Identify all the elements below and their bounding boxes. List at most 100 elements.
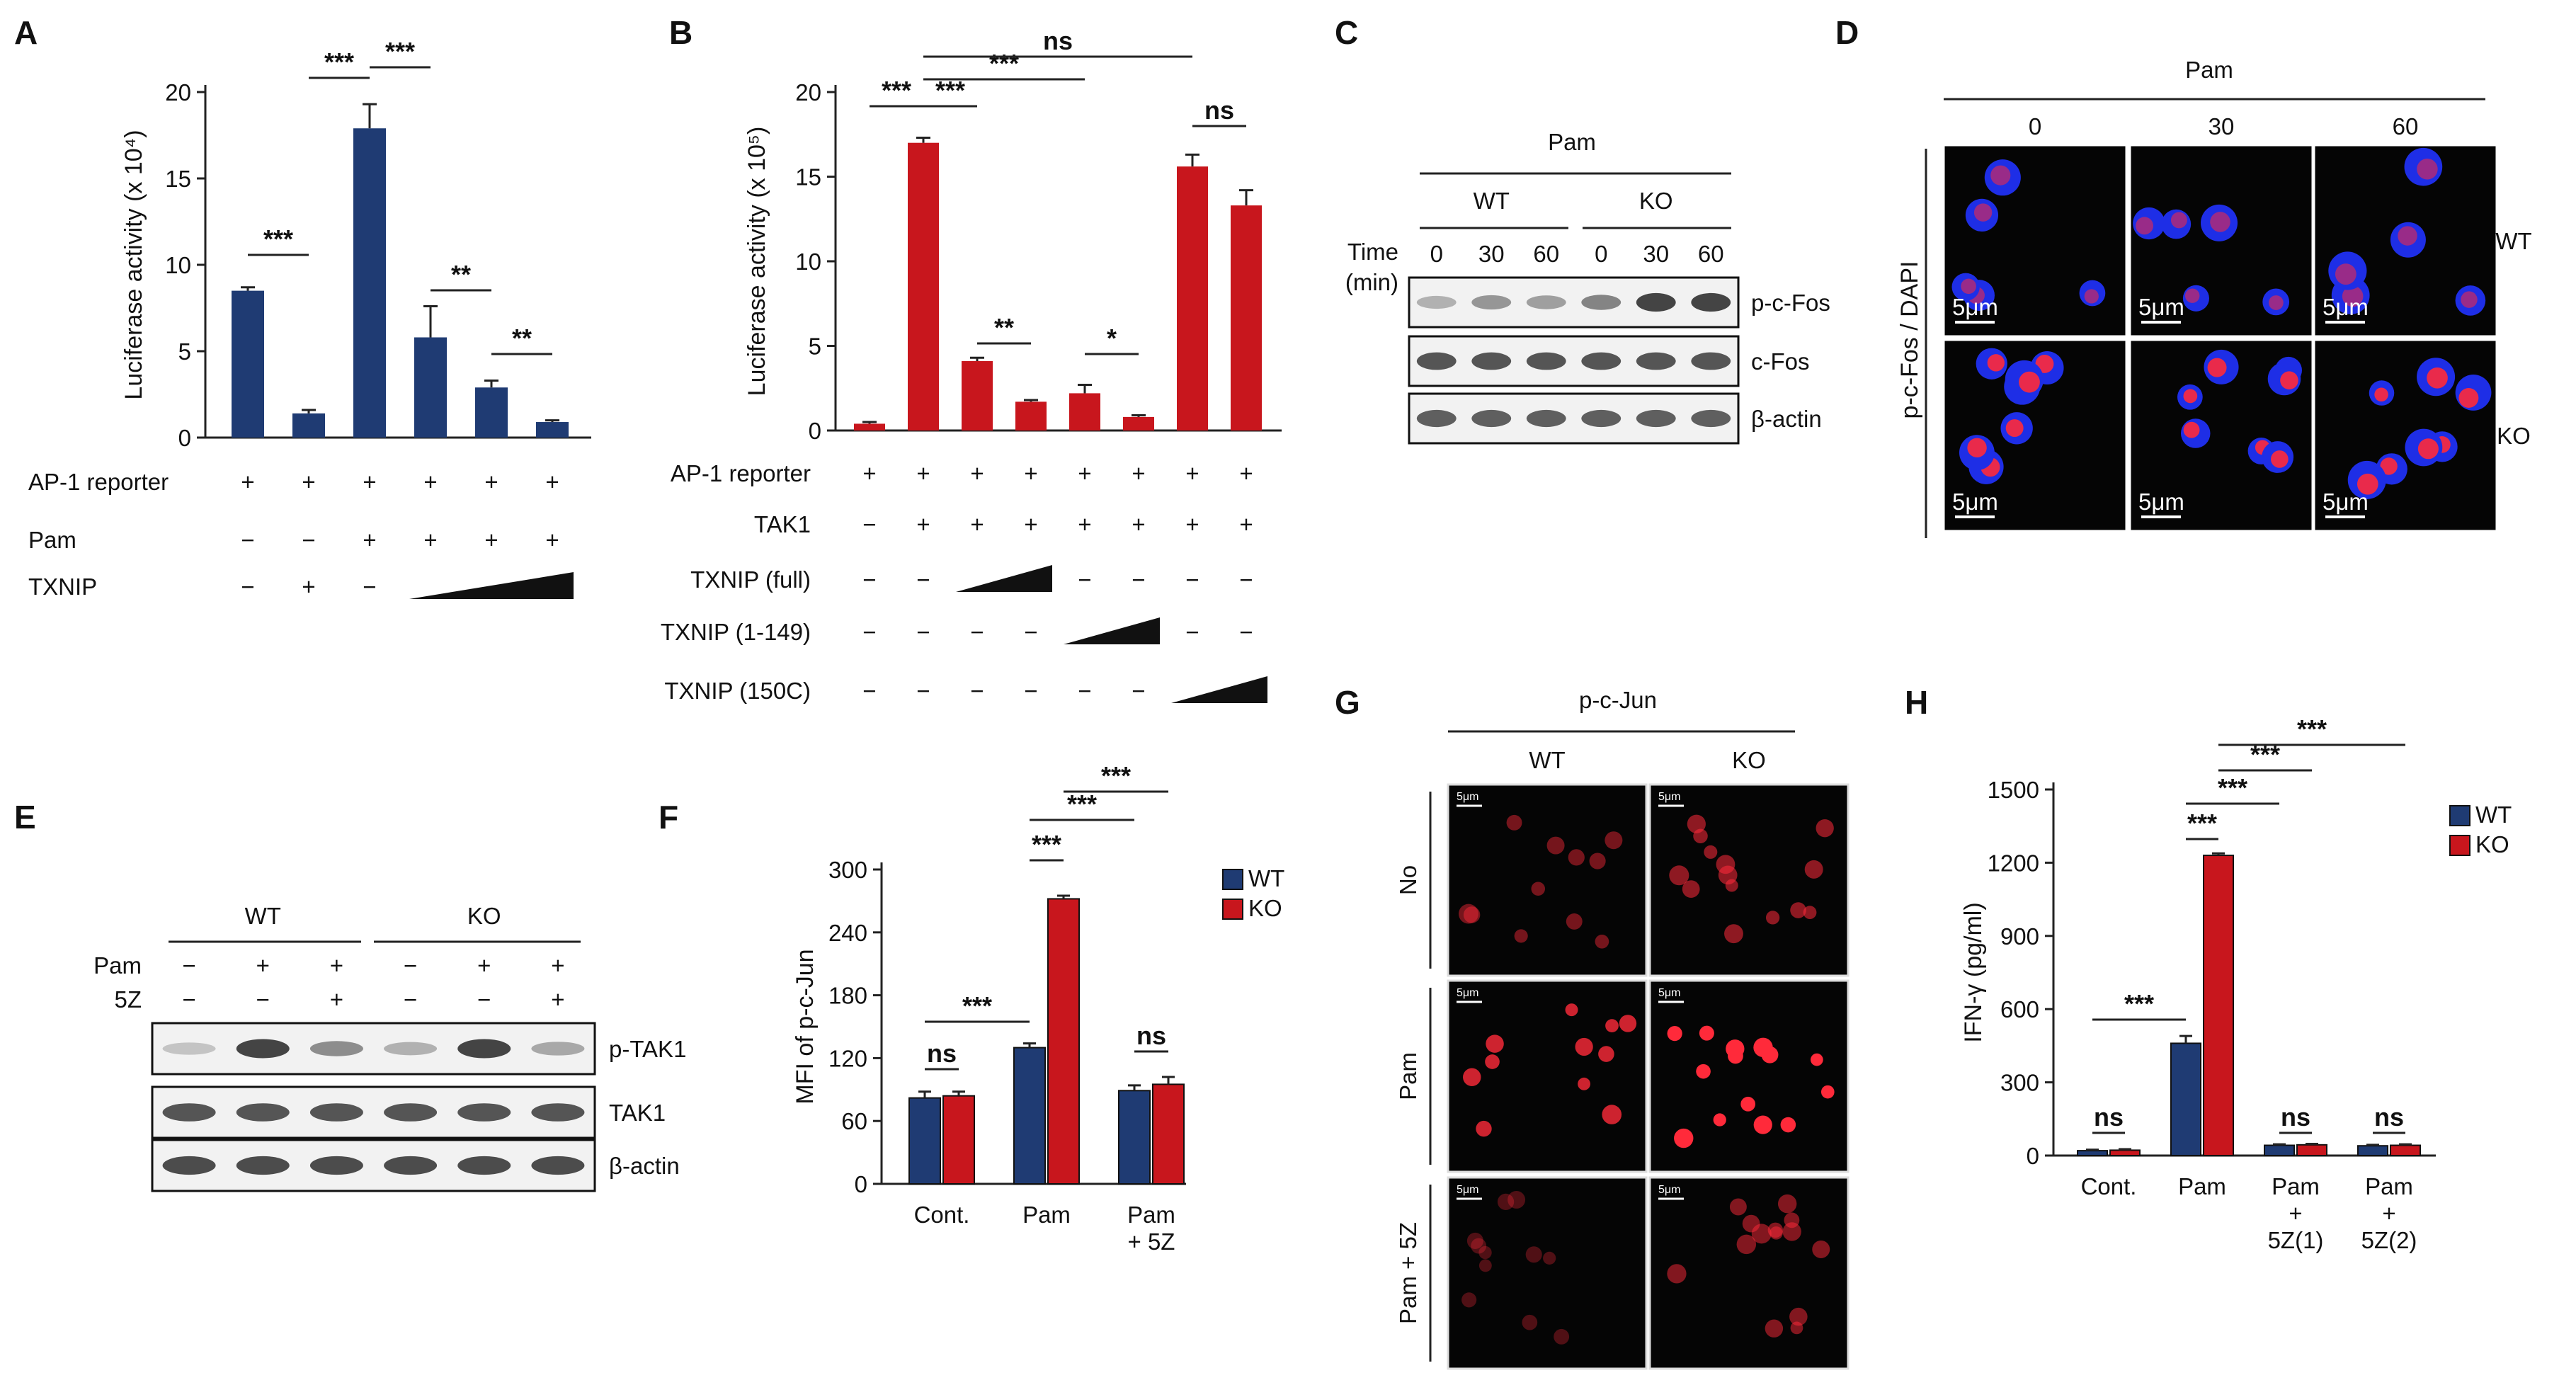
category-label-line: 5Z(1) bbox=[2268, 1227, 2324, 1253]
red-signal bbox=[2170, 212, 2187, 229]
panel-label-b: B bbox=[669, 14, 693, 51]
scale-bar-label: 5μm bbox=[2138, 489, 2184, 515]
y-tick-label: 5 bbox=[178, 338, 191, 365]
bar bbox=[962, 361, 993, 430]
blot-label: TAK1 bbox=[609, 1100, 666, 1126]
scale-bar-label: 5μm bbox=[1457, 987, 1478, 999]
wt-bar bbox=[2077, 1150, 2108, 1157]
blot-band bbox=[236, 1103, 290, 1122]
condition-label: 5Z bbox=[114, 986, 142, 1013]
condition-mark: − bbox=[1239, 566, 1253, 593]
red-signal bbox=[1682, 880, 1700, 898]
panel-d-microscopy: Pam 0 30 60 p-c-Fos / DAPI 5μm 5μm 5μm WT 5μm 5μm 5… bbox=[1896, 57, 2532, 538]
significance-label: *** bbox=[2218, 773, 2247, 802]
category-label-line: + bbox=[2382, 1200, 2395, 1226]
red-signal bbox=[2268, 295, 2284, 310]
condition-mark: − bbox=[1024, 678, 1037, 704]
red-signal bbox=[1696, 1064, 1711, 1079]
condition-mark: + bbox=[484, 527, 498, 553]
y-axis-label: IFN-γ (pg/ml) bbox=[1960, 902, 1987, 1042]
blot-label: β-actin bbox=[609, 1153, 680, 1179]
y-tick-label: 900 bbox=[2000, 923, 2039, 950]
blot-band bbox=[1691, 352, 1731, 370]
category-label-line: Cont. bbox=[914, 1202, 970, 1228]
red-signal bbox=[1476, 1120, 1492, 1137]
concentration-wedge bbox=[956, 565, 1052, 592]
legend-swatch bbox=[1222, 899, 1243, 920]
legend-swatch bbox=[2449, 835, 2470, 856]
scale-bar-label: 5μm bbox=[2323, 489, 2369, 515]
red-signal bbox=[1605, 1019, 1619, 1032]
ko-bar bbox=[2296, 1144, 2327, 1157]
red-signal bbox=[1602, 1105, 1622, 1124]
side-label: p-c-Fos / DAPI bbox=[1896, 261, 1923, 419]
red-signal bbox=[1724, 924, 1743, 944]
panel-label-g: G bbox=[1335, 684, 1360, 721]
y-tick-label: 0 bbox=[855, 1171, 867, 1197]
red-signal bbox=[1777, 1194, 1797, 1214]
blot-band bbox=[457, 1156, 511, 1175]
category-label-line: Pam bbox=[2272, 1173, 2320, 1199]
blot-band bbox=[531, 1042, 585, 1056]
y-tick-label: 0 bbox=[2027, 1143, 2039, 1169]
condition-label: Pam bbox=[93, 952, 142, 979]
scale-bar-label: 5μm bbox=[1457, 1184, 1478, 1196]
blot-band bbox=[162, 1103, 216, 1122]
time-point: 60 bbox=[1533, 241, 1559, 267]
y-axis-label: Luciferase activity (x 10⁴) bbox=[120, 130, 147, 399]
condition-mark: − bbox=[1185, 566, 1199, 593]
red-signal bbox=[1674, 1128, 1694, 1148]
y-tick-label: 600 bbox=[2000, 996, 2039, 1022]
panel-label-d: D bbox=[1835, 14, 1859, 51]
condition-mark: − bbox=[916, 566, 930, 593]
significance-label: ns bbox=[1136, 1021, 1166, 1050]
significance-label: ns bbox=[1204, 96, 1234, 125]
condition-mark: − bbox=[302, 527, 315, 553]
red-signal bbox=[1605, 831, 1623, 850]
time-label-unit: (min) bbox=[1345, 269, 1398, 295]
significance-label: *** bbox=[2124, 989, 2154, 1018]
blot-frame bbox=[151, 1085, 596, 1139]
row-label: Pam + 5Z bbox=[1395, 1222, 1421, 1324]
category-label-line: 5Z(2) bbox=[2361, 1227, 2417, 1253]
condition-mark: + bbox=[545, 469, 559, 495]
red-signal bbox=[2280, 371, 2298, 390]
significance-label: ns bbox=[2374, 1102, 2404, 1131]
panel-label-e: E bbox=[14, 799, 36, 836]
condition-mark: + bbox=[1239, 460, 1253, 486]
red-signal bbox=[1531, 882, 1546, 896]
bar bbox=[1177, 166, 1208, 430]
y-tick-label: 15 bbox=[165, 166, 191, 192]
red-signal bbox=[1478, 1259, 1492, 1272]
category-label-line: Pam bbox=[1127, 1202, 1175, 1228]
red-signal bbox=[1575, 1037, 1593, 1056]
significance-label: *** bbox=[385, 37, 415, 66]
condition-mark: + bbox=[1132, 460, 1145, 486]
condition-mark: − bbox=[1078, 566, 1091, 593]
red-signal bbox=[1704, 845, 1718, 859]
column-label: WT bbox=[1529, 747, 1565, 773]
condition-mark: + bbox=[1239, 511, 1253, 537]
red-signal bbox=[1784, 1212, 1800, 1228]
y-tick-label: 5 bbox=[809, 333, 821, 360]
condition-mark: − bbox=[1185, 619, 1199, 645]
blot-frame bbox=[151, 1139, 596, 1192]
blot-band bbox=[309, 1156, 363, 1175]
red-signal bbox=[1459, 903, 1478, 924]
significance-label: *** bbox=[263, 224, 293, 253]
condition-mark: + bbox=[1185, 511, 1199, 537]
blot-band bbox=[1416, 409, 1457, 428]
time-point: 60 bbox=[2393, 113, 2419, 139]
red-signal bbox=[1790, 902, 1806, 918]
condition-mark: + bbox=[545, 527, 559, 553]
panel-label-f: F bbox=[659, 799, 678, 836]
significance-label: * bbox=[1107, 324, 1117, 353]
condition-mark: + bbox=[484, 469, 498, 495]
red-signal bbox=[1782, 1222, 1801, 1241]
red-signal bbox=[2342, 285, 2364, 307]
red-signal bbox=[2335, 263, 2356, 285]
condition-label: AP-1 reporter bbox=[671, 460, 811, 486]
red-signal bbox=[1543, 1251, 1556, 1265]
y-tick-label: 180 bbox=[828, 983, 867, 1009]
